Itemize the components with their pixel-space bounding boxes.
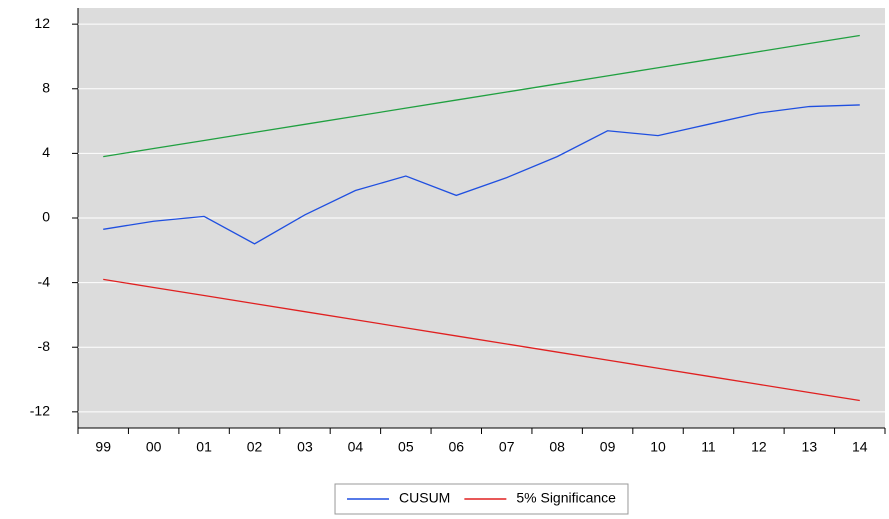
x-tick-label: 11 — [701, 439, 716, 455]
x-tick-label: 00 — [146, 439, 162, 455]
series-line — [103, 34, 860, 158]
y-tick-label: -4 — [38, 273, 51, 289]
x-tick-label: 99 — [95, 439, 111, 455]
y-tick-label: 0 — [42, 209, 50, 225]
x-tick-label: 04 — [348, 439, 364, 455]
x-tick-label: 06 — [448, 439, 464, 455]
x-tick-label: 09 — [600, 439, 616, 455]
x-tick-label: 12 — [751, 439, 767, 455]
y-tick-label: 4 — [42, 144, 50, 160]
x-tick-label: 01 — [196, 439, 212, 455]
y-tick-label: 8 — [42, 79, 50, 95]
y-tick-label: -12 — [30, 403, 50, 419]
y-tick-label: -8 — [38, 338, 51, 354]
legend: CUSUM 5% Significance — [334, 483, 629, 515]
x-tick-label: 03 — [297, 439, 313, 455]
x-tick-label: 05 — [398, 439, 414, 455]
x-tick-label: 14 — [852, 439, 868, 455]
legend-label: CUSUM — [399, 490, 450, 506]
x-tick-label: 08 — [549, 439, 565, 455]
x-tick-label: 13 — [802, 439, 818, 455]
x-tick-label: 07 — [499, 439, 515, 455]
series-line — [103, 104, 860, 245]
y-tick-label: 12 — [34, 15, 50, 31]
series-line — [103, 278, 860, 402]
x-tick-label: 10 — [650, 439, 666, 455]
x-tick-label: 02 — [247, 439, 263, 455]
legend-label: 5% Significance — [516, 490, 616, 506]
